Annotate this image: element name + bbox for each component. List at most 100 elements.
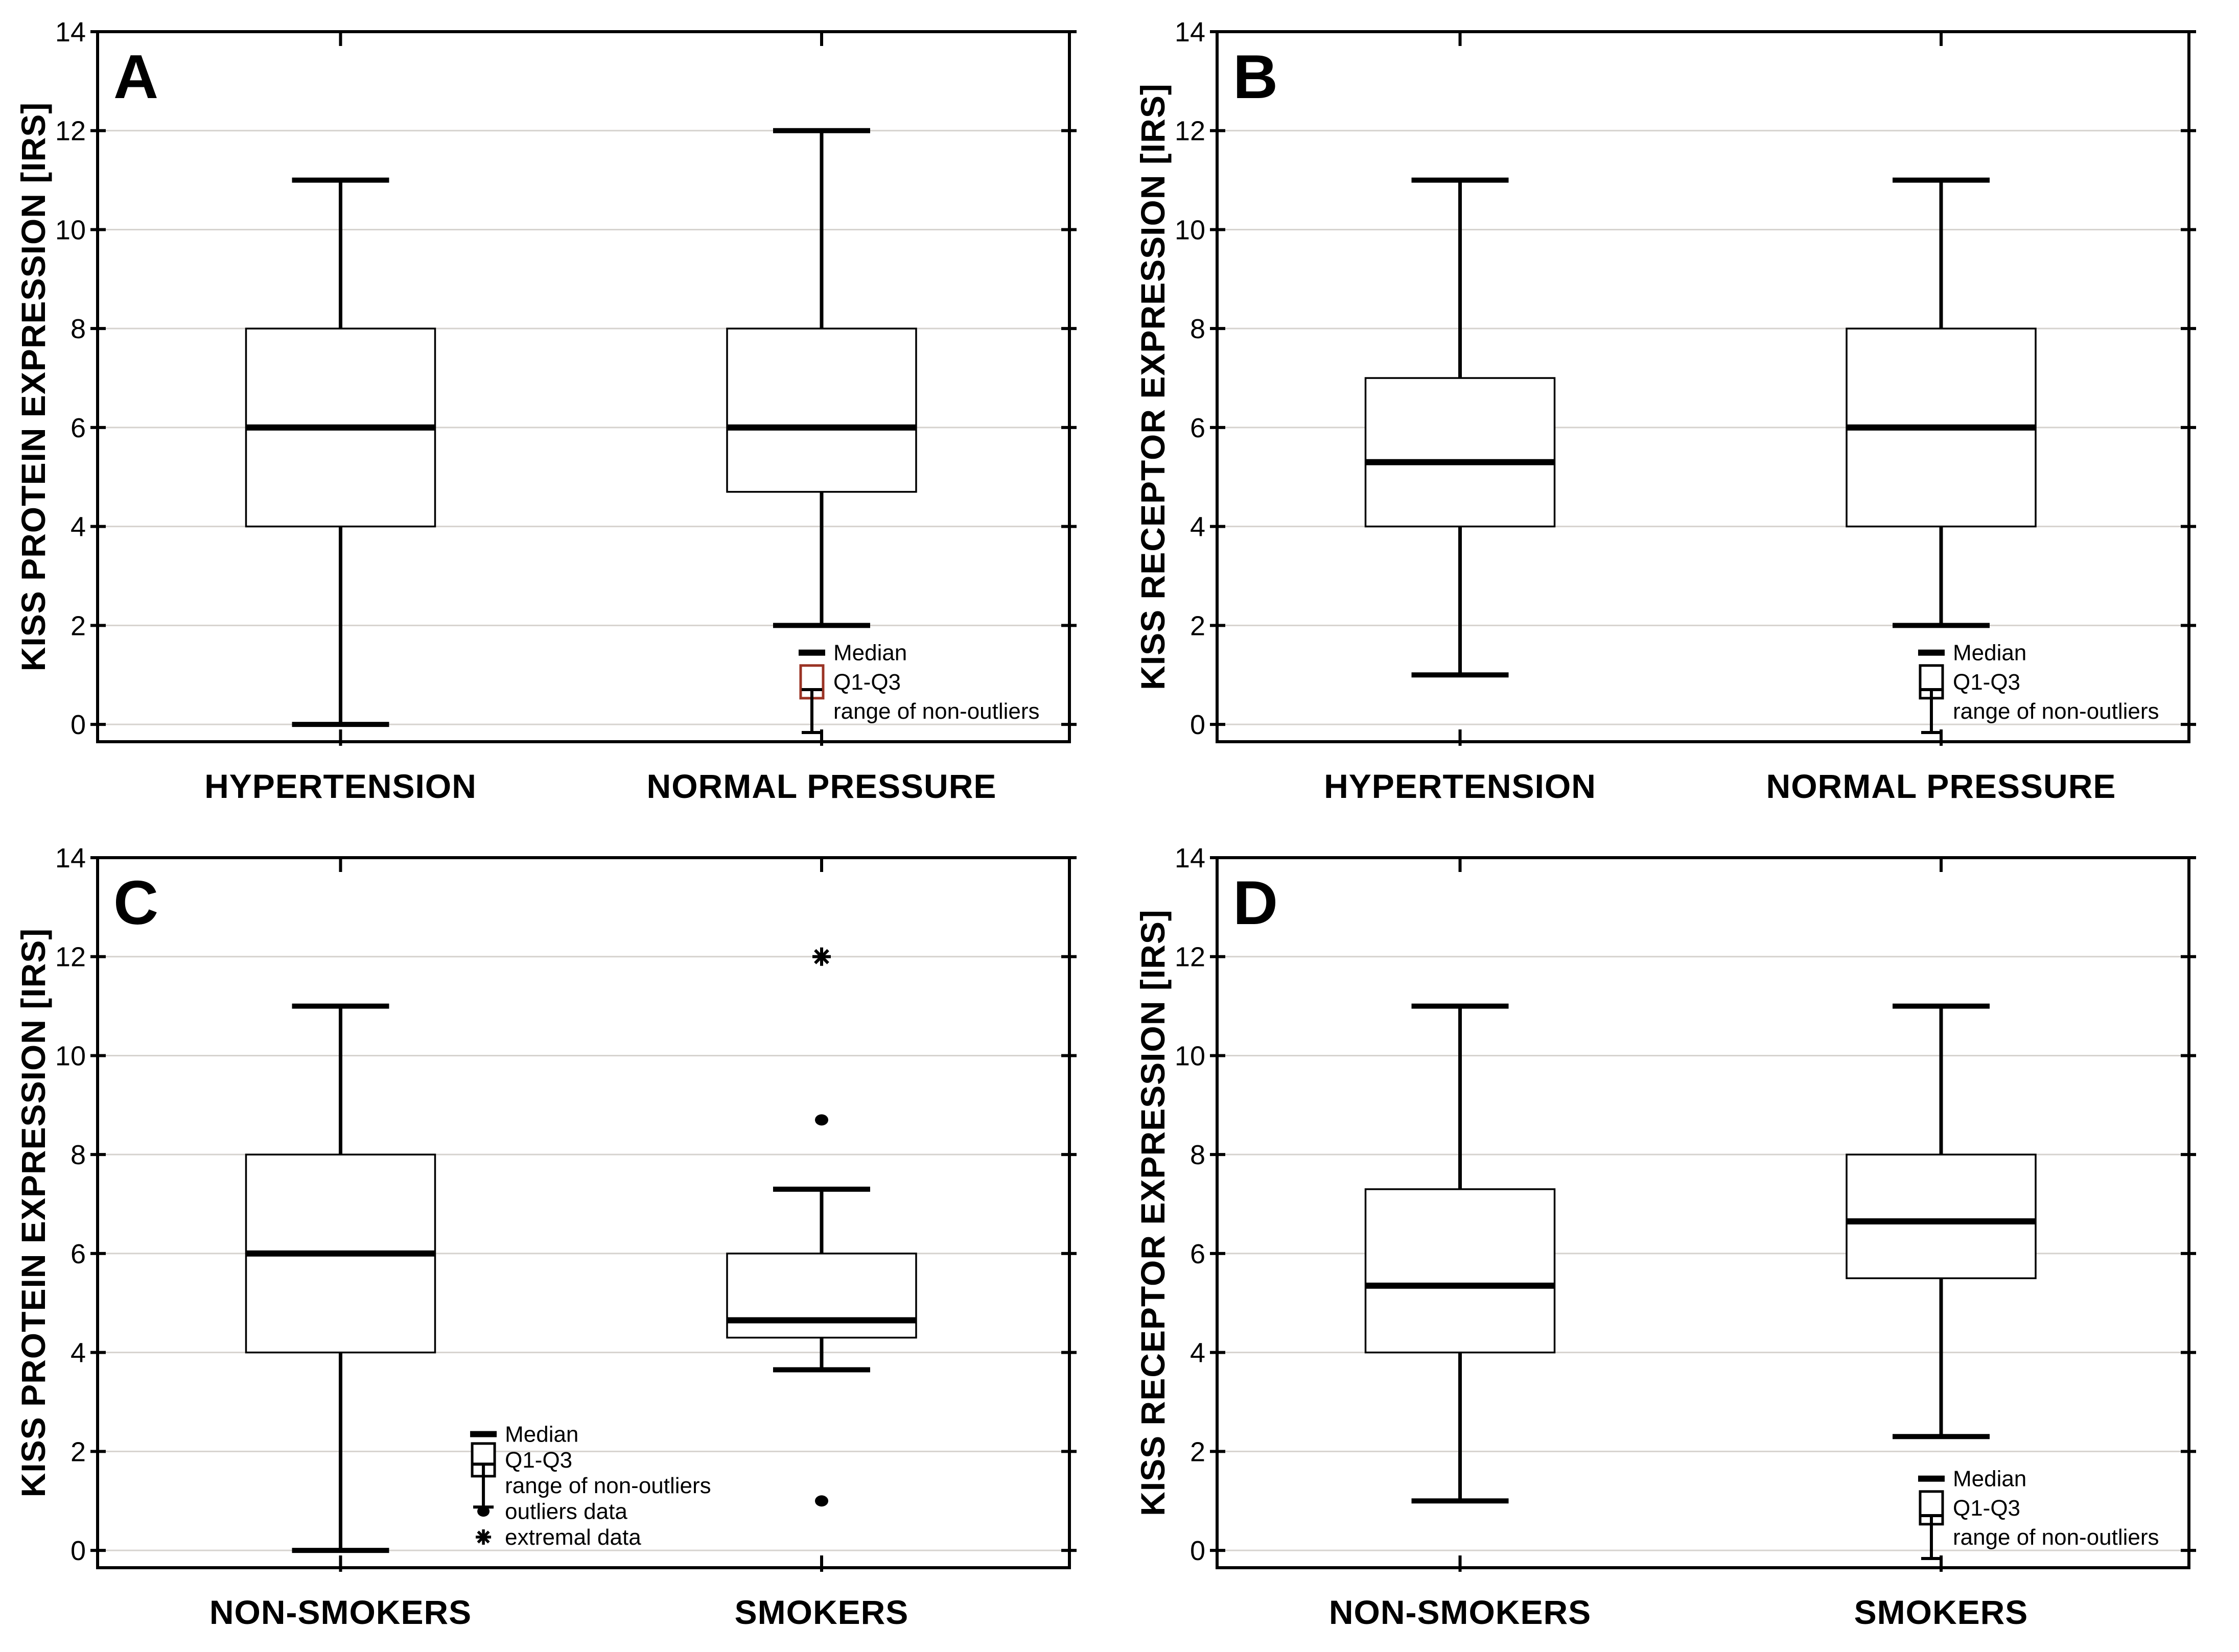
category-label: HYPERTENSION (204, 767, 477, 805)
y-tick-label: 12 (55, 942, 86, 973)
median-dash-icon (1918, 1475, 1945, 1482)
legend: Median Q1-Q3 range of non-outliers (1918, 1467, 2159, 1560)
y-tick-label: 14 (55, 843, 86, 874)
legend-item-median-dash: Median (470, 1422, 578, 1447)
category-label: NORMAL PRESSURE (647, 767, 997, 805)
y-tick-label: 8 (71, 314, 86, 344)
legend-item-median-dash: Median (1918, 641, 2026, 666)
legend-label: range of non-outliers (833, 699, 1040, 724)
legend-item-whisker-range: range of non-outliers (1921, 688, 2159, 734)
legend: Median Q1-Q3 range of non-outliers (798, 641, 1040, 734)
x-axis-ticks: NON-SMOKERS SMOKERS (1329, 858, 2028, 1631)
y-tick-label: 2 (71, 1436, 86, 1467)
panel-background (1120, 0, 2239, 826)
legend-label: Q1-Q3 (833, 670, 901, 695)
y-tick-label: 4 (71, 1338, 86, 1368)
y-tick-label: 0 (71, 710, 86, 740)
box-whisker-hypertension (1364, 177, 1556, 678)
y-tick-label: 8 (1190, 314, 1205, 344)
legend-item-q1-q3-box: Q1-Q3 (1919, 1490, 2020, 1526)
legend-item-median-dash: Median (1918, 1467, 2026, 1492)
plot-border (1216, 856, 2190, 1569)
y-tick-label: 10 (55, 215, 86, 245)
plot-border (1216, 30, 2190, 743)
panel-a-kiss-protein-by-blood-pressure: 0 2 4 6 8 10 12 14 HYPERTENSION NORMAL PRESSURE KI… (0, 0, 1120, 826)
legend-item-q1-q3-box: Q1-Q3 (799, 664, 901, 700)
legend: Median Q1-Q3 range of non-outliers (1918, 641, 2159, 734)
legend-label: Median (833, 641, 907, 666)
y-tick-label: 2 (1190, 1436, 1205, 1467)
iqr-box (726, 327, 917, 493)
y-tick-label: 8 (71, 1140, 86, 1170)
y-axis-label: KISS RECEPTOR EXPRESSION [IRS] (1134, 909, 1172, 1516)
y-tick-label: 0 (71, 1536, 86, 1566)
legend-label: range of non-outliers (1953, 699, 2159, 724)
boxplot-chart-d: 0 2 4 6 8 10 12 14 NON-SMOKERS SMOKERS KISS RECEPT… (1120, 826, 2239, 1652)
category-label: SMOKERS (1854, 1593, 2028, 1631)
outlier-marker (814, 1495, 828, 1507)
legend-label: Median (1953, 641, 2026, 666)
extreme-marker (812, 947, 831, 966)
y-tick-label: 6 (1190, 1239, 1205, 1269)
y-axis-label: KISS PROTEIN EXPRESSION [IRS] (14, 928, 52, 1498)
category-label: NON-SMOKERS (209, 1593, 472, 1631)
y-tick-label: 14 (1175, 17, 1205, 48)
legend-item-whisker-range: range of non-outliers (801, 688, 1040, 734)
legend-label: extremal data (505, 1525, 641, 1550)
panel-b-kiss-receptor-by-blood-pressure: 0 2 4 6 8 10 12 14 HYPERTENSION NORMAL PRESSURE KI… (1120, 0, 2239, 826)
legend-item-q1-q3-box: Q1-Q3 (471, 1442, 572, 1478)
x-axis-ticks: HYPERTENSION NORMAL PRESSURE (1324, 32, 2116, 805)
y-tick-label: 12 (1175, 942, 1205, 973)
y-tick-label: 10 (55, 1041, 86, 1071)
legend-item-q1-q3-box: Q1-Q3 (1919, 664, 2020, 700)
y-tick-label: 2 (71, 610, 86, 641)
y-tick-label: 2 (1190, 610, 1205, 641)
y-tick-label: 6 (71, 413, 86, 443)
y-tick-label: 12 (1175, 116, 1205, 147)
y-tick-label: 4 (1190, 1338, 1205, 1368)
y-tick-label: 14 (1175, 843, 1205, 874)
plot-border (96, 856, 1071, 1569)
y-tick-label: 10 (1175, 215, 1205, 245)
y-axis-label: KISS PROTEIN EXPRESSION [IRS] (14, 102, 52, 672)
iqr-box (1364, 1188, 1556, 1354)
panel-background (1120, 826, 2239, 1652)
category-label: NORMAL PRESSURE (1766, 767, 2116, 805)
y-tick-label: 0 (1190, 710, 1205, 740)
legend-item-median-dash: Median (798, 641, 907, 666)
panel-background (0, 826, 1120, 1652)
legend-label: range of non-outliers (505, 1473, 711, 1498)
legend-label: Median (505, 1422, 578, 1447)
boxplot-chart-b: 0 2 4 6 8 10 12 14 HYPERTENSION NORMAL PRESSURE KI… (1120, 0, 2239, 826)
box-whisker-smokers (726, 947, 917, 1507)
panel-letter: D (1233, 868, 1278, 937)
category-label: SMOKERS (735, 1593, 909, 1631)
legend-item-extreme-asterisk: extremal data (476, 1525, 641, 1550)
legend-item-outlier-dot: outliers data (477, 1499, 627, 1524)
legend-item-whisker-range: range of non-outliers (473, 1462, 711, 1509)
x-axis-ticks: NON-SMOKERS SMOKERS (209, 858, 909, 1631)
boxplot-chart-c: 0 2 4 6 8 10 12 14 NON-SMOKERS SMOKERS KISS PROTEI… (0, 826, 1120, 1652)
outlier-dot-icon (477, 1506, 490, 1517)
box-whisker-non-smokers (245, 1003, 436, 1553)
box-whisker-hypertension (245, 177, 436, 727)
legend-label: range of non-outliers (1953, 1525, 2159, 1550)
panel-letter: A (113, 42, 158, 111)
category-label: HYPERTENSION (1324, 767, 1596, 805)
median-dash-icon (798, 649, 825, 656)
outlier-marker (814, 1114, 828, 1126)
median-dash-icon (470, 1431, 497, 1437)
legend-label: Q1-Q3 (1953, 670, 2020, 695)
legend-label: Q1-Q3 (505, 1448, 572, 1473)
x-axis-ticks: HYPERTENSION NORMAL PRESSURE (204, 32, 996, 805)
median-dash-icon (1918, 649, 1945, 656)
y-tick-label: 14 (55, 17, 86, 48)
legend-label: Median (1953, 1467, 2026, 1492)
iqr-box (1846, 1153, 2037, 1280)
panel-letter: B (1233, 42, 1278, 111)
y-tick-label: 10 (1175, 1041, 1205, 1071)
extreme-asterisk-icon (476, 1529, 492, 1545)
y-axis-label: KISS RECEPTOR EXPRESSION [IRS] (1134, 83, 1172, 690)
box-whisker-smokers (1846, 1003, 2037, 1439)
